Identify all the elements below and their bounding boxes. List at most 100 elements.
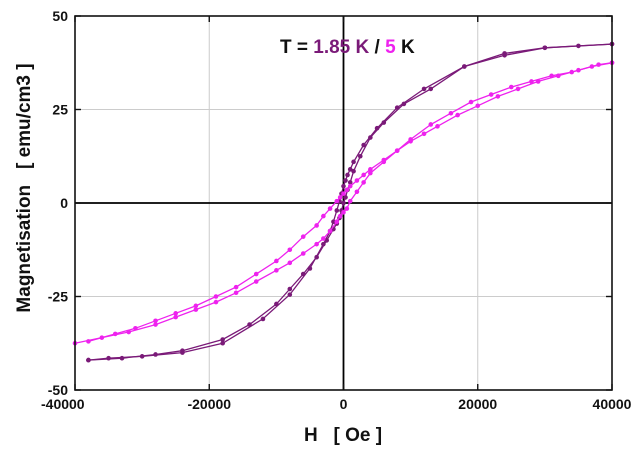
- data-point: [428, 86, 434, 92]
- data-point: [341, 191, 346, 196]
- legend-temperature: T = 1.85 K / 5 K: [280, 37, 415, 58]
- data-point: [287, 247, 293, 253]
- y-tick-label: 50: [52, 8, 68, 24]
- data-point: [327, 206, 333, 211]
- legend-part: T =: [280, 37, 313, 58]
- data-point: [260, 316, 266, 322]
- data-point: [321, 236, 326, 241]
- data-point: [193, 303, 199, 309]
- data-point: [337, 195, 343, 200]
- data-point: [287, 286, 293, 292]
- y-axis-label: Magnetisation [ emu/cm3 ]: [14, 63, 35, 312]
- data-point: [549, 73, 554, 79]
- data-point: [381, 159, 387, 165]
- data-point: [274, 258, 279, 264]
- data-point: [287, 260, 293, 266]
- data-point: [193, 307, 199, 312]
- series-2-descending: [86, 60, 615, 344]
- data-point: [220, 340, 225, 346]
- data-point: [233, 284, 239, 290]
- data-point: [569, 69, 575, 75]
- data-point: [314, 223, 319, 228]
- data-point: [368, 167, 373, 172]
- data-point: [337, 213, 343, 219]
- series-group: [72, 41, 615, 363]
- data-point: [408, 137, 413, 142]
- tick-marks: [74, 15, 613, 391]
- data-point: [448, 110, 454, 116]
- data-point: [428, 122, 434, 127]
- data-point: [351, 168, 356, 174]
- data-point: [354, 189, 360, 195]
- data-point: [368, 135, 373, 140]
- data-point: [347, 180, 353, 185]
- series-line: [74, 62, 613, 344]
- data-point: [331, 219, 336, 224]
- data-point: [361, 180, 366, 185]
- data-point: [344, 187, 350, 193]
- data-point: [274, 301, 279, 307]
- data-point: [341, 210, 346, 215]
- data-point: [300, 251, 306, 256]
- data-point: [488, 92, 494, 97]
- data-point: [343, 195, 348, 200]
- data-point: [153, 318, 158, 324]
- legend-part: K: [396, 37, 415, 58]
- data-point: [287, 292, 293, 297]
- data-point: [180, 348, 185, 354]
- data-point: [173, 311, 178, 316]
- data-point: [86, 357, 91, 363]
- data-point: [435, 124, 440, 129]
- data-point: [345, 172, 350, 178]
- data-point: [300, 234, 306, 239]
- data-point: [468, 99, 474, 105]
- data-point: [347, 167, 353, 172]
- data-point: [220, 337, 225, 342]
- x-tick-label: 0: [340, 396, 348, 412]
- x-tick-label: -20000: [187, 396, 231, 412]
- data-point: [153, 322, 158, 327]
- data-point: [321, 213, 326, 219]
- data-point: [368, 170, 373, 176]
- data-point: [213, 294, 219, 299]
- data-point: [324, 238, 330, 243]
- y-tick-label: 25: [52, 102, 68, 118]
- data-point: [274, 268, 279, 273]
- data-point: [213, 299, 219, 305]
- x-tick-label: 20000: [458, 396, 497, 412]
- series-3-ascending: [72, 60, 615, 346]
- data-point: [334, 219, 340, 224]
- data-point: [576, 43, 581, 49]
- data-point: [347, 183, 353, 189]
- data-point: [589, 64, 595, 69]
- data-point: [361, 142, 366, 148]
- legend-part: /: [369, 37, 385, 58]
- data-point: [354, 178, 360, 183]
- data-point: [153, 352, 158, 357]
- data-point: [455, 112, 460, 118]
- data-point: [314, 241, 319, 247]
- series-line: [88, 43, 613, 361]
- data-point: [357, 153, 363, 159]
- data-point: [300, 271, 306, 277]
- y-tick-label: 0: [60, 195, 68, 211]
- tick-labels: -40000 -20000 0 20000 40000 -50 -25 0 25 50: [41, 8, 632, 412]
- y-tick-label: -25: [48, 289, 68, 305]
- data-point: [542, 45, 548, 51]
- y-tick-label: -50: [48, 382, 68, 398]
- data-point: [233, 290, 239, 296]
- x-tick-label: 40000: [593, 396, 632, 412]
- data-point: [394, 148, 400, 153]
- data-point: [421, 86, 427, 92]
- data-point: [341, 183, 346, 189]
- data-point: [253, 279, 259, 284]
- data-point: [341, 200, 346, 206]
- legend-part: 1.85 K: [313, 37, 369, 58]
- data-point: [334, 208, 340, 213]
- x-axis-label: H [ Oe ]: [304, 425, 382, 446]
- data-point: [529, 79, 534, 84]
- data-point: [327, 228, 333, 234]
- legend-part: 5: [385, 37, 396, 58]
- data-point: [475, 103, 481, 109]
